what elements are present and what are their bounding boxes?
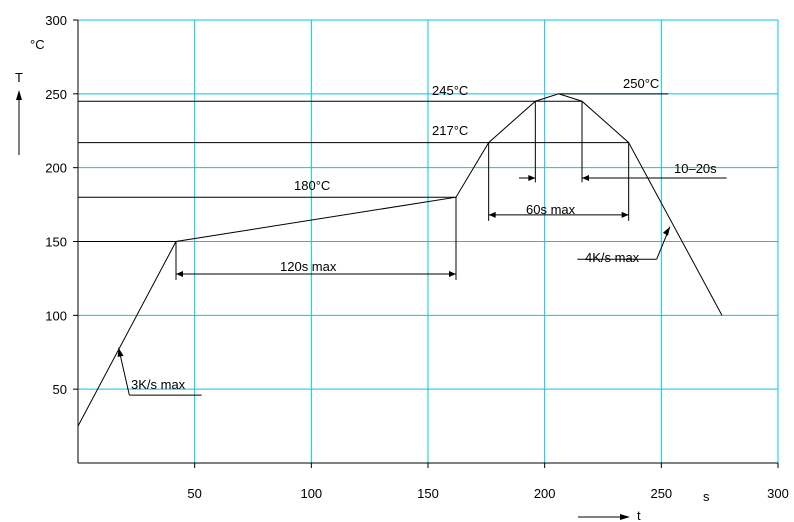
label-217c: 217°C	[432, 123, 468, 138]
y-unit-label: °C	[30, 37, 45, 52]
dim-120s-arrow-right	[449, 270, 456, 277]
y-tick-label-200: 200	[45, 161, 67, 176]
dim-60s-arrow-right	[621, 211, 629, 218]
label-3k-s-max: 3K/s max	[131, 377, 186, 392]
x-axis-arrow	[578, 514, 630, 520]
y-tick-label-300: 300	[45, 13, 67, 28]
y-axis-arrow	[16, 90, 22, 155]
label-60s-max: 60s max	[526, 202, 576, 217]
x-tick-label-200: 200	[534, 486, 556, 501]
leader-3k-arrow	[117, 347, 124, 357]
y-tick-label-250: 250	[45, 87, 67, 102]
label-120s-max: 120s max	[280, 259, 337, 274]
dim-1020-arrow-left	[528, 175, 536, 182]
dim-60s-arrow-left	[488, 211, 496, 218]
tick-labels: 50 100 150 200 250 300 50 100 150 200 250 300	[45, 13, 789, 501]
y-tick-label-100: 100	[45, 308, 67, 323]
x-tick-label-300: 300	[767, 486, 789, 501]
label-245c: 245°C	[432, 83, 468, 98]
reference-lines	[78, 93, 669, 242]
label-180c: 180°C	[294, 178, 330, 193]
label-10-20s: 10–20s	[674, 161, 717, 176]
leader-4k-arrow	[662, 226, 670, 236]
x-tick-label-100: 100	[300, 486, 322, 501]
y-tick-label-150: 150	[45, 235, 67, 250]
y-axis-label: T	[15, 70, 23, 85]
label-4k-s-max: 4K/s max	[585, 250, 640, 265]
x-tick-label-250: 250	[650, 486, 672, 501]
x-unit-label: s	[703, 489, 710, 504]
dim-1020-arrow-right	[582, 175, 589, 182]
grid-lines	[78, 19, 779, 463]
x-tick-label-50: 50	[187, 486, 201, 501]
dimension-markers	[117, 101, 727, 396]
x-tick-label-150: 150	[417, 486, 439, 501]
label-250c: 250°C	[623, 76, 659, 91]
dim-120s-arrow-left	[176, 270, 183, 277]
x-axis-label: t	[637, 508, 641, 522]
y-tick-label-50: 50	[53, 382, 67, 397]
